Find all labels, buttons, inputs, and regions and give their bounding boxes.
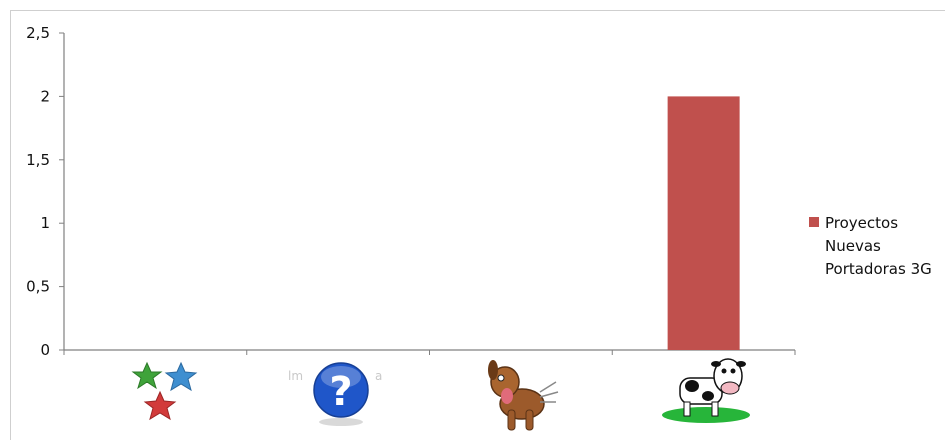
dog-ear xyxy=(488,360,498,380)
legend-label-line-3: Portadoras 3G xyxy=(825,260,932,278)
chart-frame xyxy=(10,10,945,440)
question-glyph: ? xyxy=(329,369,352,415)
question-mark-icon: lm a ? xyxy=(288,362,382,426)
legend-swatch xyxy=(809,217,819,227)
cow-leg-1 xyxy=(683,401,691,417)
cow-spot-1 xyxy=(685,380,699,392)
question-shadow xyxy=(319,418,363,426)
y-tick-label: 2 xyxy=(40,87,50,105)
y-ticks: 0 0,5 1 1,5 2 2,5 xyxy=(26,24,64,359)
cow-leg-2 xyxy=(711,401,719,417)
dog-leg-1 xyxy=(507,409,516,431)
y-tick-label: 1 xyxy=(40,214,50,232)
dog-eye xyxy=(497,374,505,382)
cow-icon xyxy=(662,358,750,423)
question-circle xyxy=(313,362,369,418)
legend-label-line-1: Proyectos xyxy=(825,214,898,232)
faded-watermark-text: lm xyxy=(288,369,303,383)
dog-leg-2 xyxy=(525,409,534,431)
cow-eye-1 xyxy=(721,368,727,374)
dog-motion-lines xyxy=(539,381,559,403)
question-gloss xyxy=(321,366,361,388)
bars xyxy=(667,96,740,351)
dog-icon xyxy=(488,360,559,431)
y-tick-label: 0,5 xyxy=(26,278,50,296)
faded-watermark-text-2: a xyxy=(375,369,382,383)
cow-muzzle xyxy=(720,381,740,395)
green-star-icon xyxy=(131,361,163,390)
stars-icon xyxy=(131,361,198,421)
cow-eye-2 xyxy=(730,368,736,374)
red-star-icon xyxy=(143,390,177,421)
y-tick-label: 2,5 xyxy=(26,24,50,42)
cow-grass xyxy=(662,407,750,423)
cow-ear-1 xyxy=(711,361,721,367)
y-tick-label: 0 xyxy=(40,341,50,359)
bar-cow xyxy=(667,96,740,351)
legend: Proyectos Nuevas Portadoras 3G xyxy=(809,214,932,278)
dog-tongue xyxy=(501,388,513,404)
cow-spot-2 xyxy=(702,391,714,401)
legend-label-line-2: Nuevas xyxy=(825,237,881,255)
cow-ear-2 xyxy=(736,361,746,367)
x-ticks xyxy=(63,350,796,355)
y-tick-label: 1,5 xyxy=(26,151,50,169)
blue-star-icon xyxy=(164,361,198,392)
